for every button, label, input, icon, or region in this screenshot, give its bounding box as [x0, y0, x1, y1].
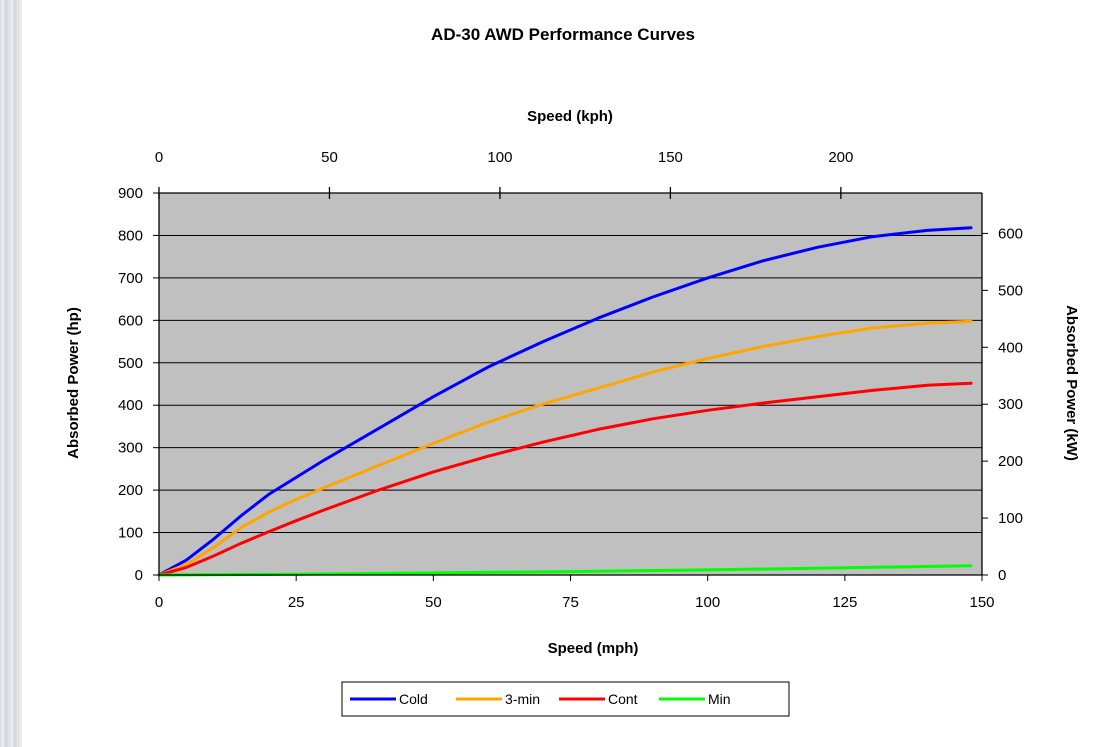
bottom-x-tick-label-25: 25	[288, 594, 305, 611]
left-y-tick-label-700: 700	[118, 270, 143, 287]
plot-area	[159, 193, 982, 575]
left-y-tick-label-400: 400	[118, 397, 143, 414]
series-line-3-min	[157, 319, 973, 577]
legend: Cold 3-min Cont Min	[341, 681, 790, 717]
series-line-cold	[157, 226, 973, 577]
series-line-cont	[157, 381, 973, 577]
bottom-x-tick-label-50: 50	[425, 594, 442, 611]
bottom-x-tick-label-125: 125	[832, 594, 857, 611]
top-x-tick-label-0: 0	[155, 149, 163, 166]
chart-frame: AD-30 AWD Performance Curves Speed (kph)…	[22, 0, 1110, 747]
series-line-min	[157, 564, 973, 577]
right-y-tick-label-0: 0	[998, 567, 1006, 584]
chart-title: AD-30 AWD Performance Curves	[431, 25, 695, 44]
legend-label-min: Min	[708, 691, 731, 707]
chart-svg: AD-30 AWD Performance Curves Speed (kph)…	[65, 25, 1080, 717]
right-y-tick-label-100: 100	[998, 510, 1023, 527]
right-y-tick-label-200: 200	[998, 453, 1023, 470]
bottom-x-tick-label-100: 100	[695, 594, 720, 611]
left-y-tick-label-200: 200	[118, 482, 143, 499]
left-y-tick-label-800: 800	[118, 227, 143, 244]
right-y-tick-label-400: 400	[998, 339, 1023, 356]
bottom-x-tick-label-0: 0	[155, 594, 163, 611]
right-y-tick-label-600: 600	[998, 225, 1023, 242]
bottom-x-tick-label-150: 150	[969, 594, 994, 611]
left-y-tick-label-900: 900	[118, 185, 143, 202]
axes	[153, 187, 988, 581]
top-x-tick-label-100: 100	[487, 149, 512, 166]
right-y-tick-label-500: 500	[998, 282, 1023, 299]
left-y-tick-label-600: 600	[118, 312, 143, 329]
left-y-axis-title: Absorbed Power (hp)	[65, 307, 82, 459]
legend-label-cold: Cold	[399, 691, 428, 707]
right-y-axis-title: Absorbed Power (kW)	[1063, 305, 1080, 461]
top-x-axis-title: Speed (kph)	[527, 108, 613, 125]
left-y-tick-label-0: 0	[135, 567, 143, 584]
bottom-x-tick-label-75: 75	[562, 594, 579, 611]
bottom-x-axis-title: Speed (mph)	[548, 640, 639, 657]
tick-labels: 0100200300400500600700800900010020030040…	[118, 149, 1023, 611]
left-y-tick-label-500: 500	[118, 355, 143, 372]
legend-label-3-min: 3-min	[505, 691, 540, 707]
top-x-tick-label-50: 50	[321, 149, 338, 166]
left-y-tick-label-300: 300	[118, 440, 143, 457]
top-x-tick-label-200: 200	[828, 149, 853, 166]
legend-label-cont: Cont	[608, 691, 638, 707]
left-y-tick-label-100: 100	[118, 525, 143, 542]
series-lines	[157, 226, 973, 577]
right-y-tick-label-300: 300	[998, 396, 1023, 413]
top-x-tick-label-150: 150	[658, 149, 683, 166]
